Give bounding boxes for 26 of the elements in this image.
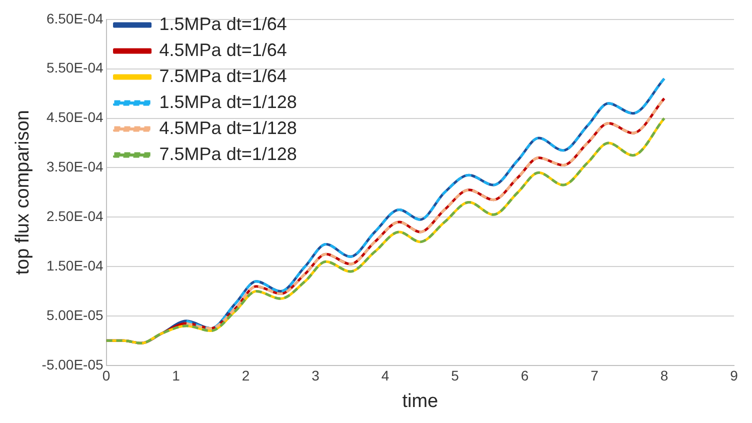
x-tick-label: 4	[381, 368, 390, 384]
y-tick-label: 5.00E-05	[46, 306, 104, 323]
x-tick-label: 9	[730, 368, 738, 384]
legend-label: 7.5MPa dt=1/64	[159, 66, 287, 86]
legend-label: 1.5MPa dt=1/128	[159, 92, 297, 112]
legend-label: 1.5MPa dt=1/64	[159, 14, 287, 34]
x-tick-label: 5	[451, 368, 460, 384]
x-tick-label: 2	[242, 368, 250, 384]
x-tick-label: 7	[590, 368, 599, 384]
x-tick-label: 0	[102, 368, 110, 384]
x-tick-label: 3	[312, 368, 320, 384]
legend-label: 7.5MPa dt=1/128	[159, 144, 297, 164]
y-tick-label: -5.00E-05	[42, 356, 104, 372]
y-tick-label: 3.50E-04	[46, 158, 104, 175]
y-axis-title: top flux comparison	[12, 110, 34, 275]
legend-label: 4.5MPa dt=1/128	[159, 118, 297, 138]
y-tick-label: 5.50E-04	[46, 60, 104, 76]
legend-label: 4.5MPa dt=1/64	[159, 40, 287, 60]
y-tick-label: 1.50E-04	[46, 257, 104, 274]
y-tick-label: 2.50E-04	[46, 208, 104, 224]
x-tick-label: 1	[172, 368, 180, 384]
y-tick-label: 6.50E-04	[46, 10, 104, 26]
x-tick-label: 6	[520, 368, 529, 384]
y-tick-label: 4.50E-04	[46, 109, 104, 126]
x-tick-label: 8	[660, 368, 668, 384]
x-axis-title: time	[402, 390, 438, 412]
